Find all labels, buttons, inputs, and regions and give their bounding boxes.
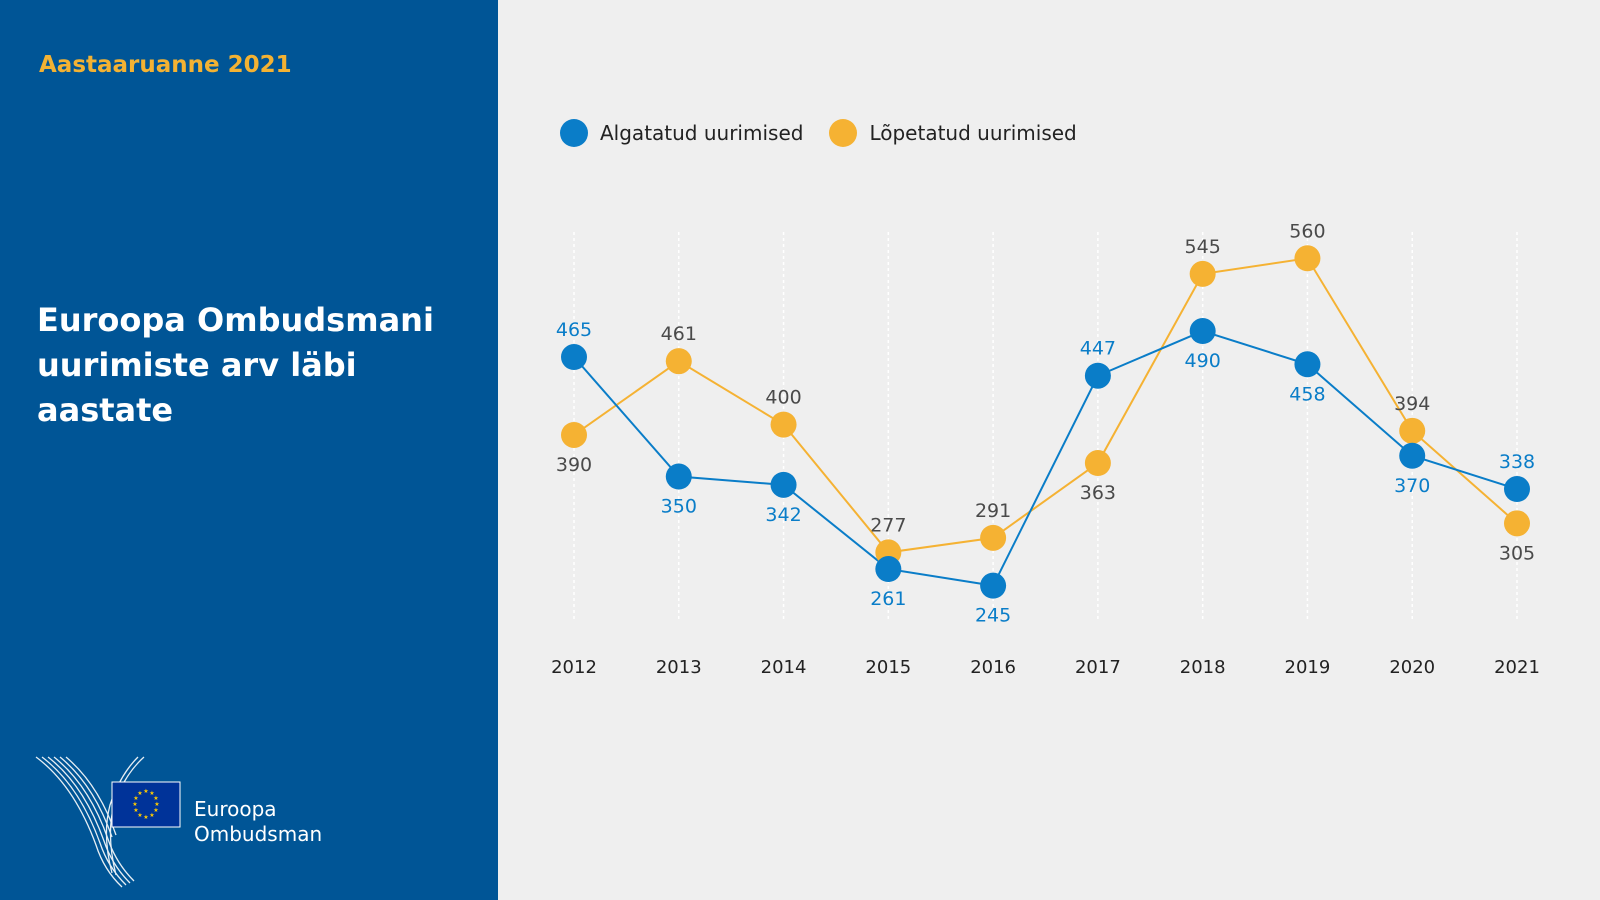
data-label-closed-2021: 305	[1499, 542, 1535, 564]
data-label-closed-2014: 400	[765, 387, 801, 409]
data-label-closed-2017: 363	[1080, 482, 1116, 504]
chart-legend: Algatatud uurimised Lõpetatud uurimised	[560, 118, 1103, 148]
logo-text-line1: Euroopa	[194, 797, 277, 821]
logo-wing-icon	[35, 756, 145, 888]
data-label-initiated-2020: 370	[1394, 475, 1430, 497]
data-label-initiated-2015: 261	[870, 588, 906, 610]
data-label-initiated-2012: 465	[556, 319, 592, 341]
point-initiated-2019	[1294, 351, 1321, 378]
svg-text:★: ★	[143, 814, 148, 821]
x-tick-label-2018: 2018	[1180, 657, 1226, 678]
x-tick-label-2013: 2013	[656, 657, 702, 678]
x-tick-label-2014: 2014	[761, 657, 807, 678]
data-label-closed-2018: 545	[1185, 236, 1221, 258]
point-initiated-2016	[980, 572, 1007, 599]
svg-text:★: ★	[143, 788, 148, 795]
point-initiated-2012	[561, 344, 587, 371]
svg-text:★: ★	[133, 807, 138, 814]
x-tick-label-2019: 2019	[1285, 657, 1331, 678]
data-label-closed-2013: 461	[661, 323, 697, 345]
point-closed-2013	[665, 348, 692, 375]
point-closed-2018	[1189, 260, 1216, 287]
data-label-closed-2020: 394	[1394, 393, 1430, 415]
left-panel: Aastaaruanne 2021 Euroopa Ombudsmani uur…	[0, 0, 498, 900]
data-label-initiated-2018: 490	[1185, 350, 1221, 372]
logo-text: Euroopa Ombudsman	[194, 797, 322, 847]
line-chart: 2012 2013 2014 2015 2016 2017 2018 2019 2020 2021…	[551, 220, 1540, 678]
data-label-initiated-2016: 245	[975, 605, 1011, 627]
point-initiated-2015	[875, 556, 902, 583]
data-label-closed-2015: 277	[870, 514, 906, 536]
x-tick-label-2016: 2016	[970, 657, 1016, 678]
ombudsman-logo: ★ ★ ★ ★ ★ ★ ★ ★ ★ ★ ★ ★	[35, 756, 181, 888]
legend-item-initiated: Algatatud uurimised	[560, 119, 803, 147]
legend-item-closed: Lõpetatud uurimised	[829, 119, 1077, 147]
data-label-initiated-2014: 342	[765, 504, 801, 526]
svg-text:★: ★	[133, 795, 138, 802]
point-closed-2017	[1084, 450, 1111, 477]
point-closed-2019	[1294, 245, 1321, 272]
legend-dot-orange	[829, 119, 858, 147]
x-tick-label-2015: 2015	[865, 657, 911, 678]
data-label-initiated-2021: 338	[1499, 451, 1535, 473]
svg-text:★: ★	[154, 801, 159, 808]
data-label-closed-2019: 560	[1289, 220, 1325, 242]
series-line-initiated	[573, 329, 1518, 587]
logo-text-line2: Ombudsman	[194, 822, 323, 846]
legend-label-initiated: Algatatud uurimised	[600, 121, 804, 145]
x-tick-label-2012: 2012	[551, 657, 597, 678]
point-closed-2012	[561, 421, 587, 448]
point-closed-2020	[1399, 417, 1426, 444]
x-tick-label-2017: 2017	[1075, 657, 1121, 678]
point-initiated-2021	[1504, 476, 1530, 503]
svg-text:★: ★	[137, 812, 142, 819]
data-label-closed-2012: 390	[556, 454, 592, 476]
point-initiated-2018	[1189, 318, 1216, 345]
point-closed-2014	[770, 411, 797, 438]
svg-text:★: ★	[149, 790, 154, 797]
point-initiated-2014	[770, 471, 797, 498]
data-label-initiated-2017: 447	[1080, 338, 1116, 360]
point-initiated-2020	[1399, 442, 1426, 469]
svg-text:★: ★	[132, 801, 137, 808]
data-label-initiated-2019: 458	[1289, 383, 1325, 405]
svg-text:★: ★	[153, 807, 158, 814]
x-tick-label-2021: 2021	[1494, 657, 1540, 678]
point-initiated-2017	[1084, 362, 1111, 389]
point-closed-2021	[1504, 510, 1530, 537]
legend-dot-blue	[560, 119, 588, 147]
data-label-initiated-2013: 350	[661, 496, 697, 518]
eu-flag-icon: ★ ★ ★ ★ ★ ★ ★ ★ ★ ★ ★ ★	[111, 781, 181, 828]
point-initiated-2013	[665, 463, 692, 490]
svg-text:★: ★	[137, 790, 142, 797]
point-closed-2016	[980, 524, 1007, 551]
x-tick-label-2020: 2020	[1389, 657, 1435, 678]
svg-text:★: ★	[149, 812, 154, 819]
page-title: Euroopa Ombudsmani uurimiste arv läbi aa…	[37, 301, 434, 429]
svg-text:★: ★	[153, 795, 158, 802]
data-label-closed-2016: 291	[975, 500, 1011, 522]
report-label: Aastaaruanne 2021	[39, 52, 292, 78]
series-line-closed	[573, 257, 1518, 554]
legend-label-closed: Lõpetatud uurimised	[869, 121, 1077, 145]
